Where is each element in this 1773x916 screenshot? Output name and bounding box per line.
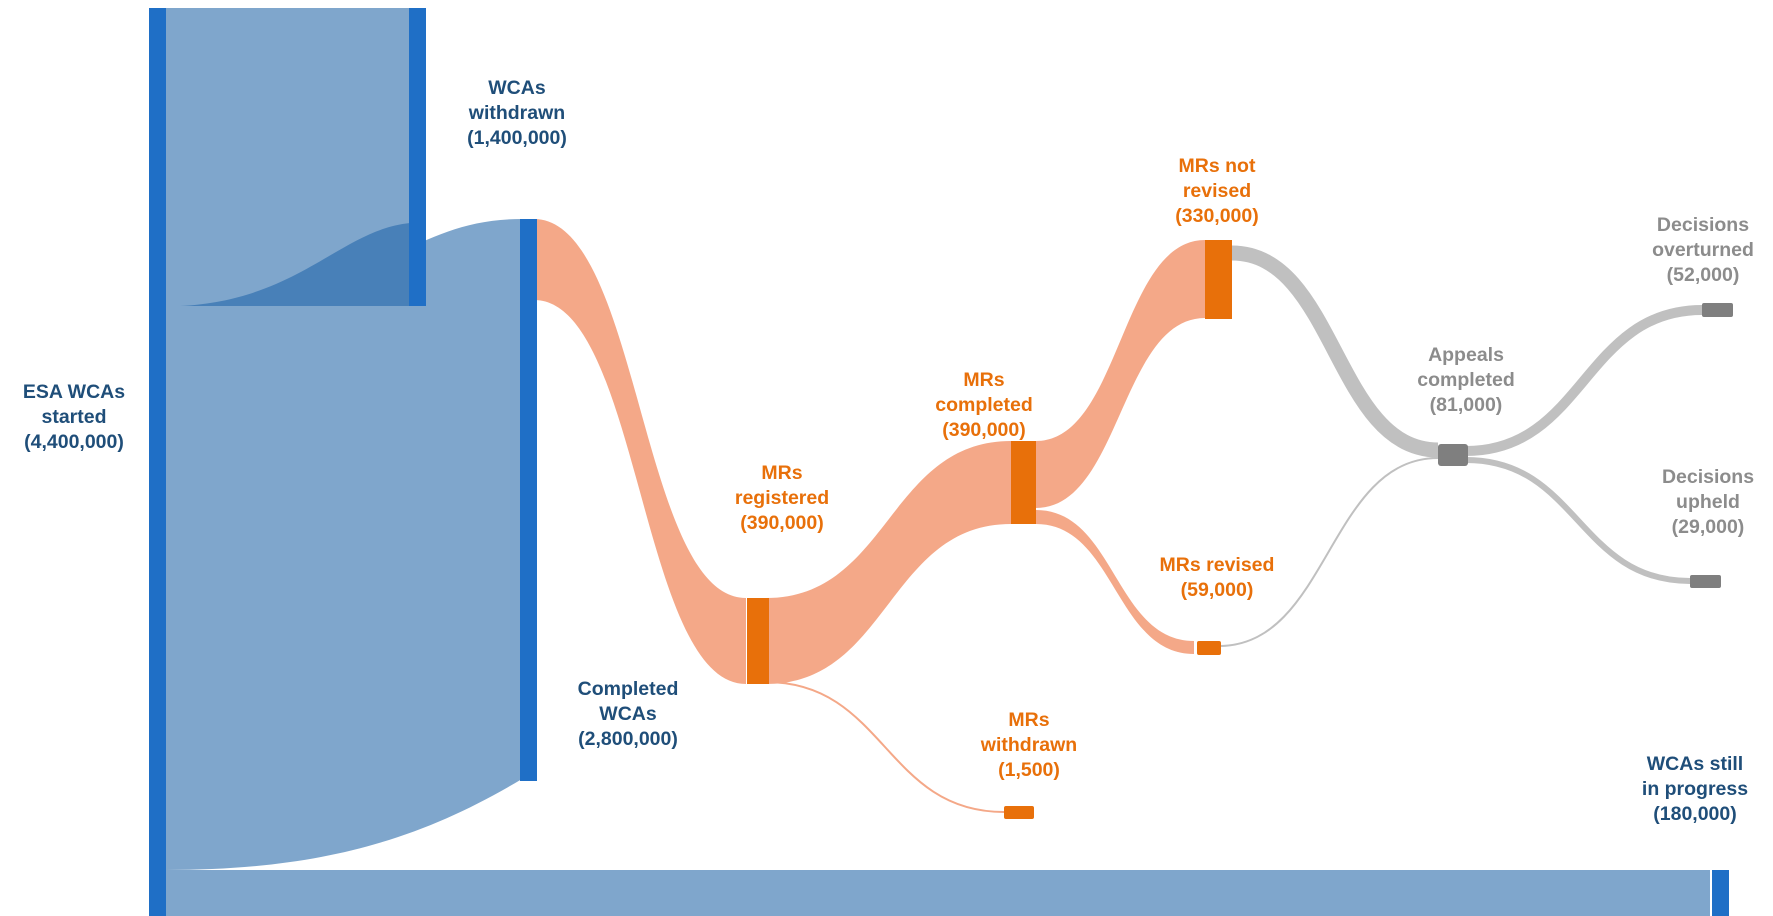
node-mrs-not-revised — [1205, 240, 1232, 319]
node-mrs-revised — [1197, 641, 1221, 655]
label-decisions-upheld: Decisions upheld (29,000) — [1662, 465, 1754, 540]
flow-appeals-to-upheld — [1465, 457, 1691, 584]
node-esa-wcas-started — [149, 8, 166, 916]
label-line: MRs not — [1178, 155, 1256, 177]
label-line: (330,000) — [1175, 205, 1259, 227]
label-line: MRs — [1008, 709, 1050, 731]
label-line: MRs — [761, 462, 803, 484]
label-line: (1,500) — [998, 759, 1060, 781]
node-completed-wcas — [520, 219, 537, 781]
flow-started-to-in-progress — [166, 870, 1710, 916]
node-appeals-completed — [1438, 444, 1468, 466]
label-line: Decisions — [1656, 214, 1750, 236]
node-wcas-in-progress — [1712, 870, 1729, 916]
flow-mrs-completed-to-revised — [1036, 510, 1194, 654]
label-line: Appeals — [1428, 344, 1504, 366]
label-line: (390,000) — [942, 419, 1026, 441]
label-wcas-withdrawn: WCAs withdrawn (1,400,000) — [467, 76, 567, 151]
label-line: WCAs — [488, 77, 546, 99]
node-wcas-withdrawn — [409, 8, 426, 306]
label-mrs-completed: MRs completed (390,000) — [935, 368, 1033, 443]
node-decisions-overturned — [1702, 303, 1733, 317]
flow-started-to-completed — [166, 219, 522, 870]
label-line: completed — [1417, 369, 1515, 391]
flow-revised-to-appeals — [1218, 457, 1439, 647]
label-line: withdrawn — [980, 734, 1078, 756]
label-line: overturned — [1652, 239, 1754, 261]
label-line: Decisions — [1661, 466, 1755, 488]
label-mrs-revised: MRs revised (59,000) — [1160, 553, 1275, 603]
label-mrs-not-revised: MRs not revised (330,000) — [1175, 154, 1258, 229]
node-layer — [149, 8, 1733, 916]
label-line: (81,000) — [1429, 394, 1503, 416]
flow-appeals-to-overturned — [1465, 305, 1703, 456]
label-line: completed — [935, 394, 1033, 416]
label-line: (4,400,000) — [24, 431, 124, 453]
node-mrs-withdrawn — [1004, 806, 1034, 819]
flow-layer — [166, 8, 1710, 916]
label-line: WCAs — [599, 703, 657, 725]
label-wcas-in-progress: WCAs still in progress (180,000) — [1642, 752, 1748, 827]
label-line: (52,000) — [1666, 264, 1740, 286]
label-decisions-overturned: Decisions overturned (52,000) — [1652, 213, 1754, 288]
label-mrs-registered: MRs registered (390,000) — [735, 461, 829, 536]
label-line: registered — [734, 487, 830, 509]
label-line: upheld — [1676, 491, 1740, 513]
node-mrs-completed — [1011, 441, 1036, 524]
label-line: withdrawn — [468, 102, 566, 124]
label-line: (29,000) — [1671, 516, 1745, 538]
label-line: WCAs still — [1646, 753, 1744, 775]
label-line: (1,400,000) — [467, 127, 567, 149]
label-line: (59,000) — [1180, 579, 1254, 601]
flow-not-revised-to-appeals — [1231, 245, 1439, 458]
label-line: (2,800,000) — [578, 728, 678, 750]
node-mrs-registered — [747, 598, 769, 684]
label-line: (390,000) — [740, 512, 824, 534]
label-completed-wcas: Completed WCAs (2,800,000) — [578, 677, 679, 752]
label-line: MRs revised — [1159, 554, 1275, 576]
flow-registered-to-mrs-completed — [766, 441, 1011, 684]
flow-registered-to-mrs-withdrawn — [765, 681, 1005, 813]
label-line: MRs — [963, 369, 1005, 391]
flow-overlap — [180, 223, 410, 306]
label-line: started — [41, 406, 107, 428]
label-line: ESA WCAs — [22, 381, 126, 403]
label-line: Completed — [577, 678, 679, 700]
label-line: revised — [1182, 180, 1252, 202]
label-appeals-completed: Appeals completed (81,000) — [1417, 343, 1515, 418]
label-mrs-withdrawn: MRs withdrawn (1,500) — [981, 708, 1077, 783]
flow-started-to-withdrawn — [166, 8, 410, 306]
node-decisions-upheld — [1690, 575, 1721, 588]
flow-completed-to-registered — [534, 219, 746, 684]
label-esa-started: ESA WCAs started (4,400,000) — [23, 380, 125, 455]
label-line: in progress — [1641, 778, 1749, 800]
label-line: (180,000) — [1653, 803, 1737, 825]
flow-mrs-completed-to-not-revised — [1036, 240, 1205, 508]
